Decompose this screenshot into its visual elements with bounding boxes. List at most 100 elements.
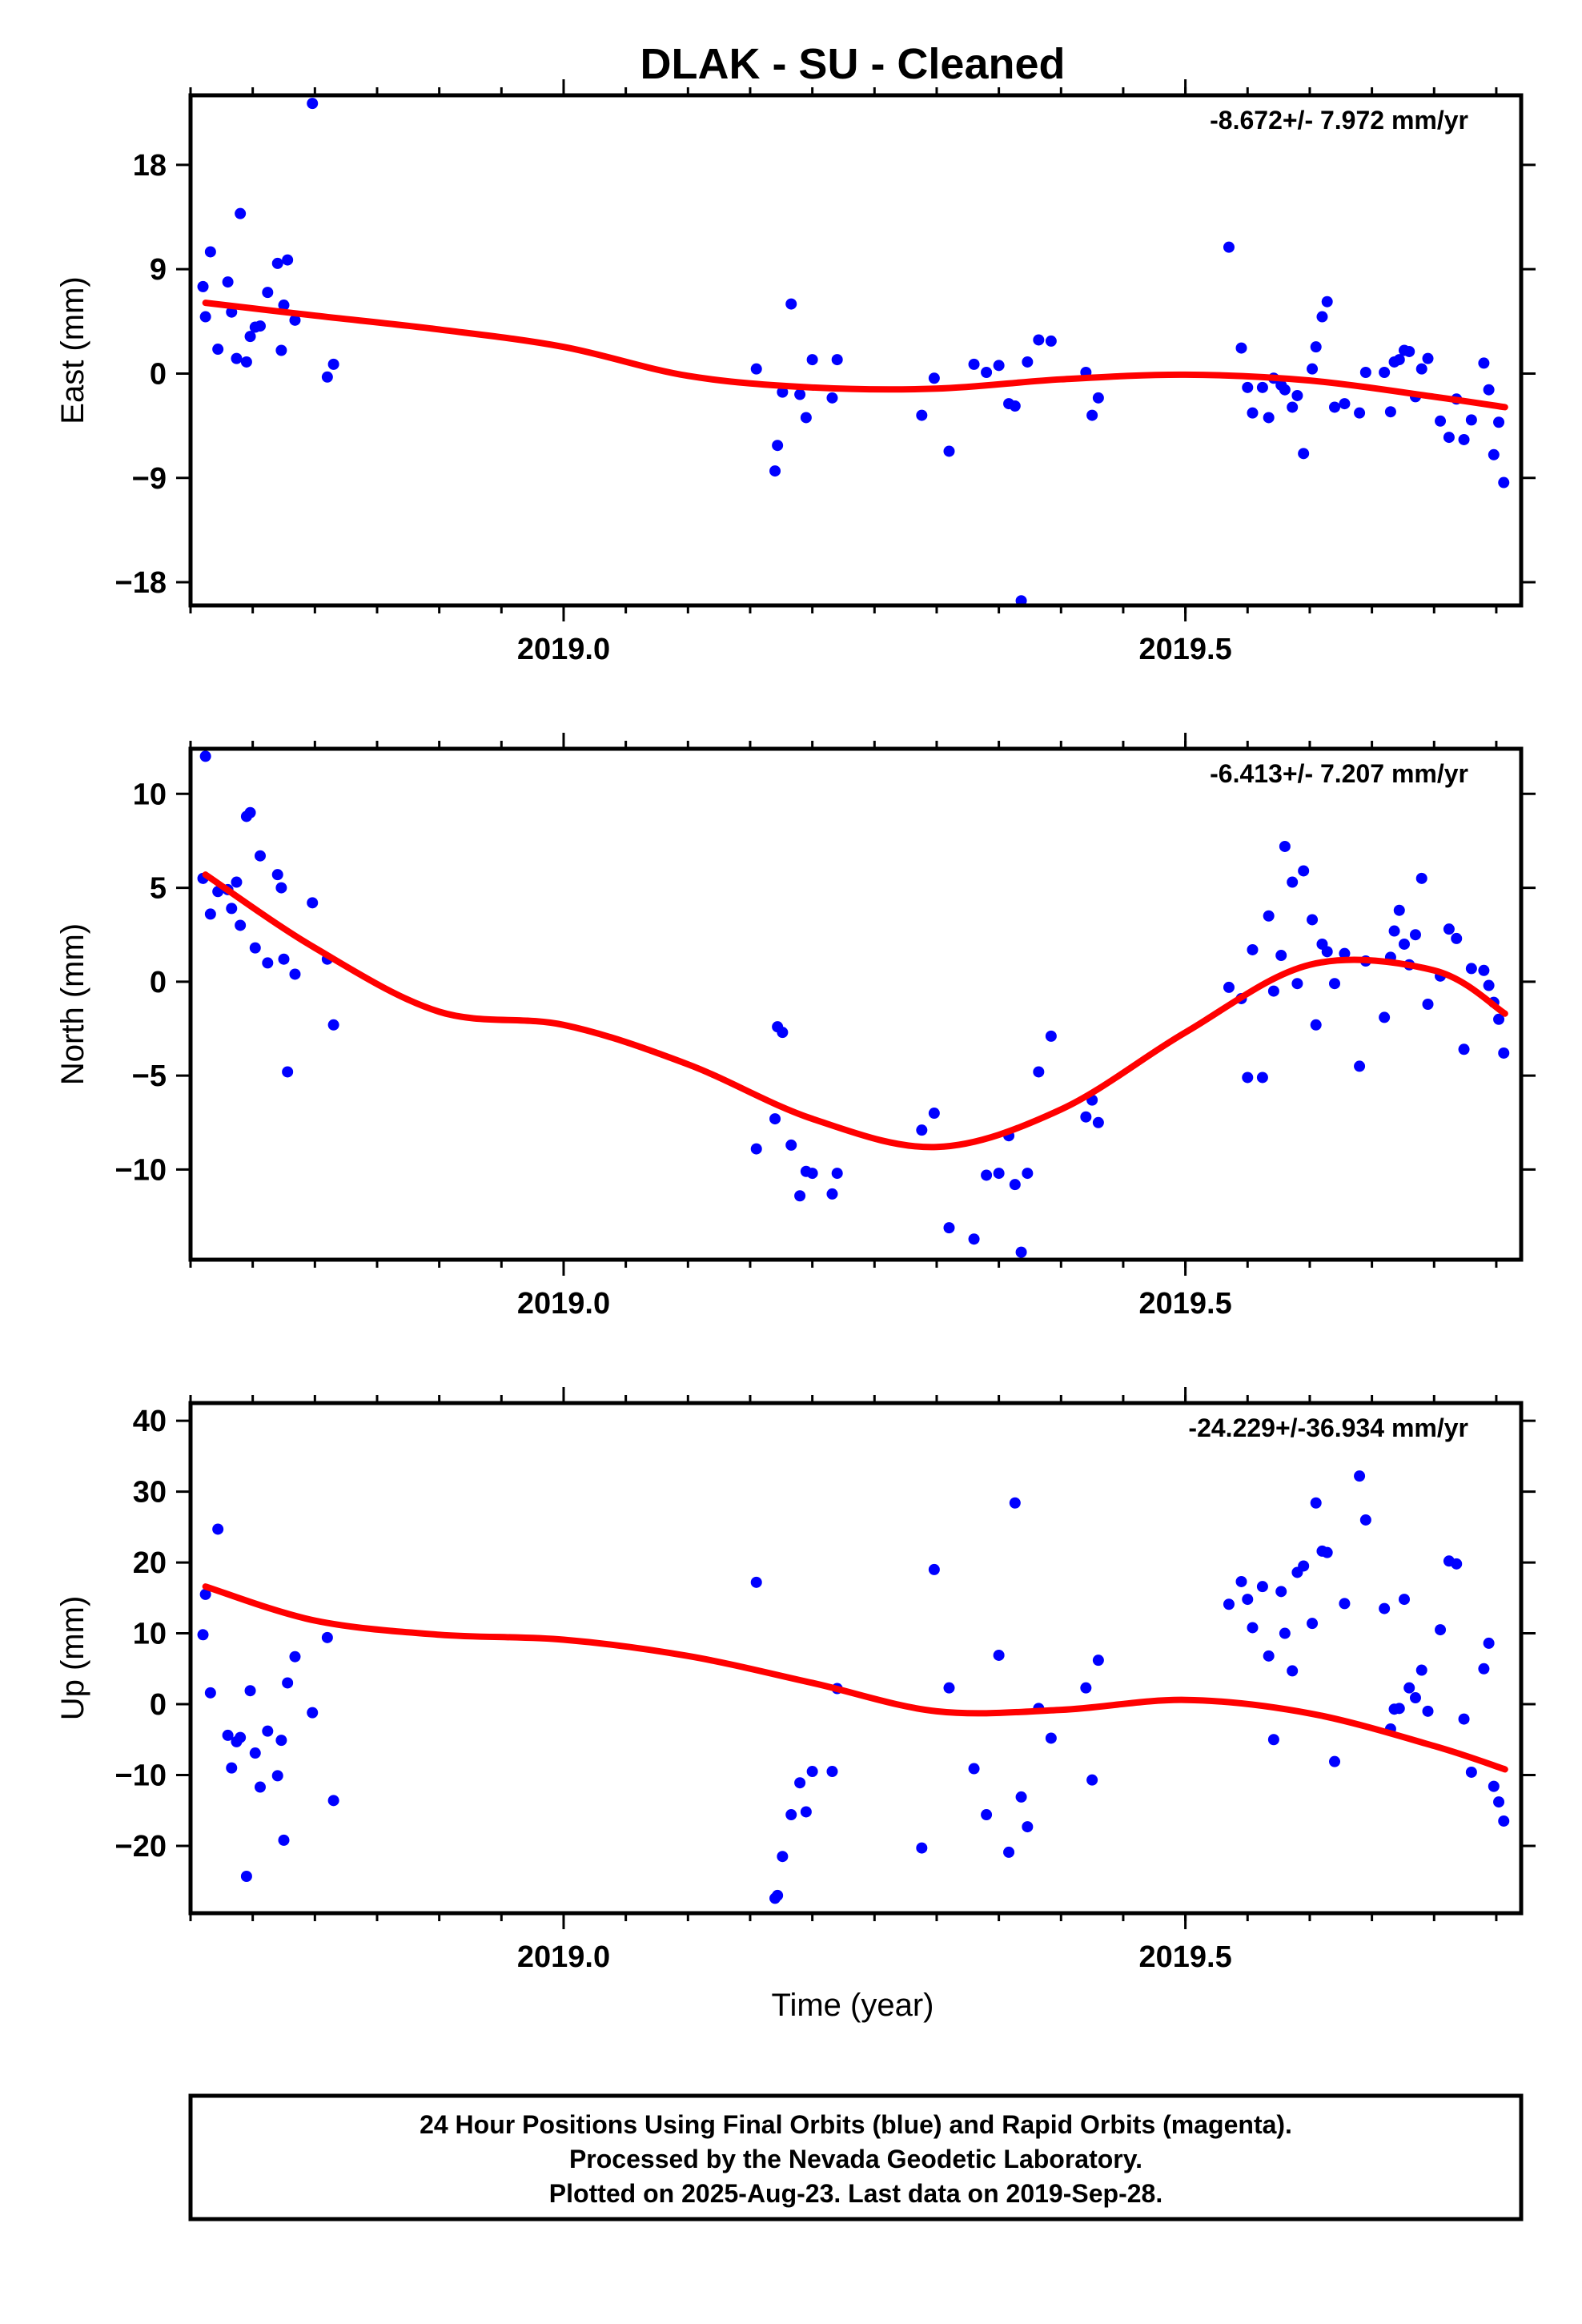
data-point xyxy=(240,356,252,368)
data-point xyxy=(282,1677,294,1689)
data-point xyxy=(235,207,247,219)
data-point xyxy=(1275,1586,1287,1598)
y-tick-label: 0 xyxy=(150,357,167,391)
data-point xyxy=(1384,406,1396,418)
data-point xyxy=(1267,985,1279,997)
data-point xyxy=(777,1851,789,1863)
data-point xyxy=(197,1629,209,1641)
data-point xyxy=(1354,1060,1366,1072)
data-point xyxy=(806,1766,818,1778)
data-point xyxy=(1483,384,1495,396)
data-point xyxy=(1279,840,1291,852)
data-point xyxy=(1045,335,1057,347)
rate-annotation: -24.229+/-36.934 mm/yr xyxy=(1188,1413,1468,1442)
y-axis-label: North (mm) xyxy=(55,923,90,1085)
data-point xyxy=(1483,979,1495,991)
data-point xyxy=(794,1777,806,1789)
data-point xyxy=(981,367,993,379)
data-point xyxy=(1329,401,1341,413)
data-point xyxy=(968,358,980,370)
data-point xyxy=(1465,963,1477,975)
y-tick-label: −9 xyxy=(132,462,167,496)
data-point xyxy=(240,1870,252,1882)
data-point xyxy=(1403,1682,1415,1694)
data-point xyxy=(1409,1692,1421,1704)
data-point xyxy=(1388,925,1400,937)
data-point xyxy=(1033,1066,1045,1078)
data-point xyxy=(199,311,211,323)
data-point xyxy=(928,1563,940,1575)
data-point xyxy=(1443,432,1455,444)
footer-line-1: 24 Hour Positions Using Final Orbits (bl… xyxy=(420,2110,1292,2139)
data-point xyxy=(750,363,762,375)
y-tick-label: −18 xyxy=(115,566,167,600)
data-point xyxy=(831,1168,843,1180)
y-tick-label: 0 xyxy=(150,966,167,999)
y-tick-label: 9 xyxy=(150,253,167,287)
data-point xyxy=(1256,1072,1268,1084)
data-point xyxy=(1003,1846,1015,1858)
data-point xyxy=(826,1766,838,1778)
footer-line-3: Plotted on 2025-Aug-23. Last data on 201… xyxy=(549,2179,1162,2208)
data-point xyxy=(231,352,243,364)
y-tick-label: −10 xyxy=(115,1759,167,1792)
data-point xyxy=(1398,938,1410,950)
data-point xyxy=(262,1725,274,1737)
data-point xyxy=(1443,923,1455,935)
y-tick-label: −10 xyxy=(115,1153,167,1187)
data-point xyxy=(1415,872,1427,884)
data-point xyxy=(282,254,294,266)
data-point xyxy=(1498,476,1510,489)
data-point xyxy=(1465,414,1477,426)
y-tick-label: 10 xyxy=(133,1618,167,1651)
data-point xyxy=(1478,1663,1490,1675)
data-point xyxy=(1422,1705,1434,1717)
data-point xyxy=(244,1685,256,1697)
data-point xyxy=(1307,1618,1319,1630)
data-point xyxy=(1022,1168,1034,1180)
data-point xyxy=(772,1889,784,1901)
data-point xyxy=(1092,1655,1104,1667)
data-point xyxy=(1256,1581,1268,1593)
data-point xyxy=(1287,401,1299,413)
data-point xyxy=(1298,865,1310,877)
data-point xyxy=(1488,448,1500,460)
data-point xyxy=(1359,1514,1371,1526)
data-point xyxy=(1498,1047,1510,1059)
data-point xyxy=(327,1795,339,1807)
data-point xyxy=(1321,296,1333,308)
data-point xyxy=(750,1143,762,1155)
y-tick-label: 10 xyxy=(133,778,167,811)
y-tick-label: 0 xyxy=(150,1688,167,1722)
data-point xyxy=(1298,448,1310,460)
data-point xyxy=(1080,1111,1092,1123)
data-point xyxy=(1316,311,1328,323)
data-point xyxy=(785,298,797,310)
fit-curve xyxy=(202,300,1508,411)
data-point xyxy=(1291,978,1303,990)
data-point xyxy=(249,942,261,954)
data-point xyxy=(271,1770,283,1782)
y-tick-label: 20 xyxy=(133,1546,167,1580)
data-point xyxy=(794,1190,806,1202)
data-point xyxy=(222,276,234,288)
data-point xyxy=(1478,964,1490,976)
data-point xyxy=(1354,407,1366,419)
data-point xyxy=(806,1168,818,1180)
data-point xyxy=(1339,947,1351,959)
data-point xyxy=(1359,367,1371,379)
data-point xyxy=(785,1139,797,1151)
data-point xyxy=(928,1108,940,1120)
data-point xyxy=(1242,1594,1254,1606)
x-tick-label: 2019.5 xyxy=(1138,1287,1231,1321)
data-point xyxy=(231,876,243,888)
data-point xyxy=(1092,1116,1104,1128)
data-point xyxy=(1015,1246,1027,1258)
data-point xyxy=(968,1763,980,1775)
data-point xyxy=(1451,932,1463,944)
data-point xyxy=(1256,381,1268,393)
fit-curve xyxy=(202,871,1508,1151)
data-point xyxy=(1045,1732,1057,1744)
data-point xyxy=(1307,363,1319,375)
data-point xyxy=(1242,381,1254,393)
